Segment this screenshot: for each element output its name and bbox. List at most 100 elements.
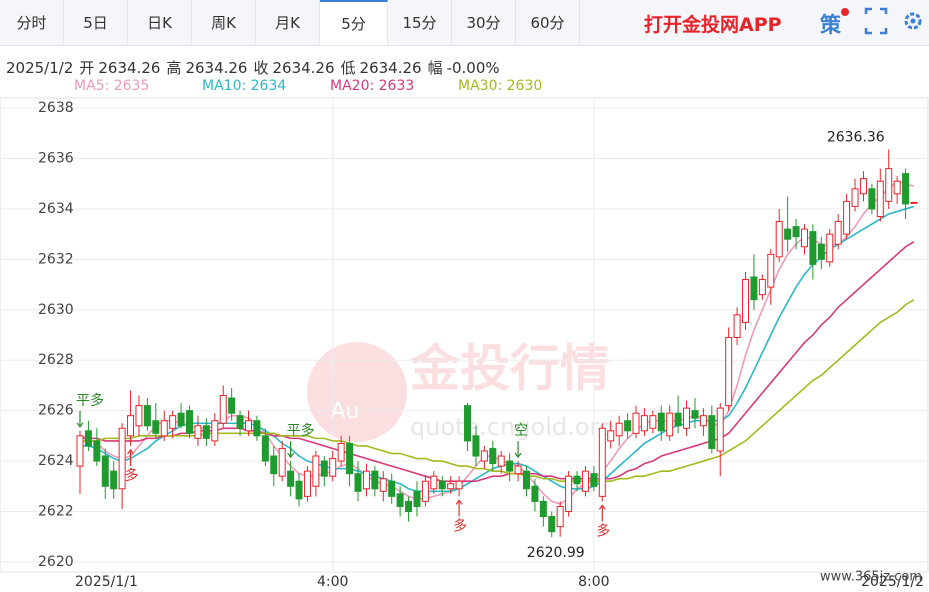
y-tick-label: 2636 (38, 151, 74, 167)
candle-body (514, 465, 522, 475)
info-line: 2025/1/2 开 2634.26 高 2634.26 收 2634.26 低 2634.26… (6, 57, 506, 78)
info-label: 收 (253, 59, 269, 77)
signal-label: 平多 (76, 392, 104, 409)
y-tick-label: 2620 (38, 554, 74, 570)
candle-body (843, 200, 851, 235)
candle-body (834, 221, 842, 245)
candle-body (135, 405, 143, 427)
candle-body (127, 415, 135, 437)
candle-body (455, 480, 463, 490)
candle-body (143, 405, 151, 427)
candle-body (539, 500, 547, 518)
candle-body (666, 412, 674, 437)
candle-body (632, 412, 640, 434)
candle-body (388, 480, 396, 497)
candle-body (556, 505, 564, 528)
candle-body (371, 470, 379, 490)
period-tab[interactable]: 分时 (0, 0, 64, 45)
candle-body (244, 420, 252, 432)
signal-arrow (287, 441, 295, 459)
y-tick-label: 2626 (38, 403, 74, 419)
high-label: 2636.36 (827, 129, 885, 145)
info-value: 2634.26 (272, 59, 335, 77)
candle-body (110, 470, 118, 490)
candle-body (876, 180, 884, 218)
signal-label: 平多 (287, 422, 315, 439)
strategy-icon[interactable]: 策 (820, 13, 841, 37)
candle-body (800, 228, 808, 248)
candle-body (438, 480, 446, 490)
candle-body (84, 430, 92, 447)
candle-body (337, 442, 345, 462)
candle-body (750, 276, 758, 301)
candle-body (784, 228, 792, 240)
candle-body (228, 397, 236, 414)
candle-body (303, 470, 311, 497)
candle-body (725, 337, 733, 407)
x-tick-label: 2025/1/1 (75, 574, 138, 590)
candle-body (169, 415, 177, 429)
period-tab[interactable]: 月K (256, 0, 320, 45)
candle-body (152, 420, 160, 434)
candle-body (640, 415, 648, 432)
watermark-logo-text: Au (331, 399, 360, 424)
period-tab[interactable]: 5日 (64, 0, 128, 45)
candle-body (472, 435, 480, 457)
candle-body (278, 447, 286, 477)
signal-arrow (76, 410, 84, 428)
candle-body (859, 178, 867, 195)
candle-body (531, 485, 539, 502)
candle-body (548, 516, 556, 533)
watermark-brand: 金投行情 (410, 340, 610, 398)
y-tick-label: 2634 (38, 201, 74, 217)
signal-arrow (455, 499, 463, 517)
candle-body (253, 420, 261, 437)
period-tab[interactable]: 日K (128, 0, 192, 45)
y-tick-label: 2632 (38, 251, 74, 267)
candle-body (590, 473, 598, 487)
info-label: 幅 (427, 59, 443, 77)
y-tick-label: 2624 (38, 453, 74, 469)
candle-body (758, 279, 766, 296)
candle-body (421, 480, 429, 502)
signal-arrow (598, 504, 606, 522)
candle-body (379, 478, 387, 492)
candle-body (742, 279, 750, 323)
candle-body (809, 231, 817, 265)
candle-body (236, 415, 244, 429)
candle-body (792, 226, 800, 238)
info-value: -0.00% (446, 59, 500, 77)
signal-label: 多 (125, 467, 139, 484)
candle-body (902, 173, 910, 205)
period-tab[interactable]: 15分 (388, 0, 452, 45)
signal-label: 多 (596, 522, 610, 539)
candle-body (497, 455, 505, 467)
y-tick-label: 2638 (38, 100, 74, 116)
candle-body (101, 455, 109, 487)
signal-label: 空 (514, 423, 528, 439)
ma-line (80, 299, 915, 483)
y-tick-label: 2628 (38, 352, 74, 368)
period-tab[interactable]: 60分 (516, 0, 580, 45)
app-link[interactable]: 打开金投网APP (644, 14, 782, 36)
candle-body (851, 188, 859, 207)
candle-body (615, 422, 623, 437)
candle-body (699, 415, 707, 427)
period-tab[interactable]: 30分 (452, 0, 516, 45)
candle-body (430, 475, 438, 490)
legend-entry: MA30: 2630 (458, 78, 543, 94)
candle-body (287, 470, 295, 487)
plot-frame (0, 97, 929, 573)
candle-body (708, 415, 716, 449)
candle-body (489, 447, 497, 465)
signal-arrow (514, 441, 522, 459)
period-tab[interactable]: 周K (192, 0, 256, 45)
candle-body (118, 427, 126, 490)
period-tab[interactable]: 5分 (320, 0, 388, 45)
signal-label: 多 (453, 517, 467, 534)
watermark-site: quote.cngold.org (410, 413, 614, 441)
candle-body (683, 407, 691, 429)
candle-body (657, 412, 665, 432)
candle-body (186, 410, 194, 434)
candle-body (362, 470, 370, 490)
